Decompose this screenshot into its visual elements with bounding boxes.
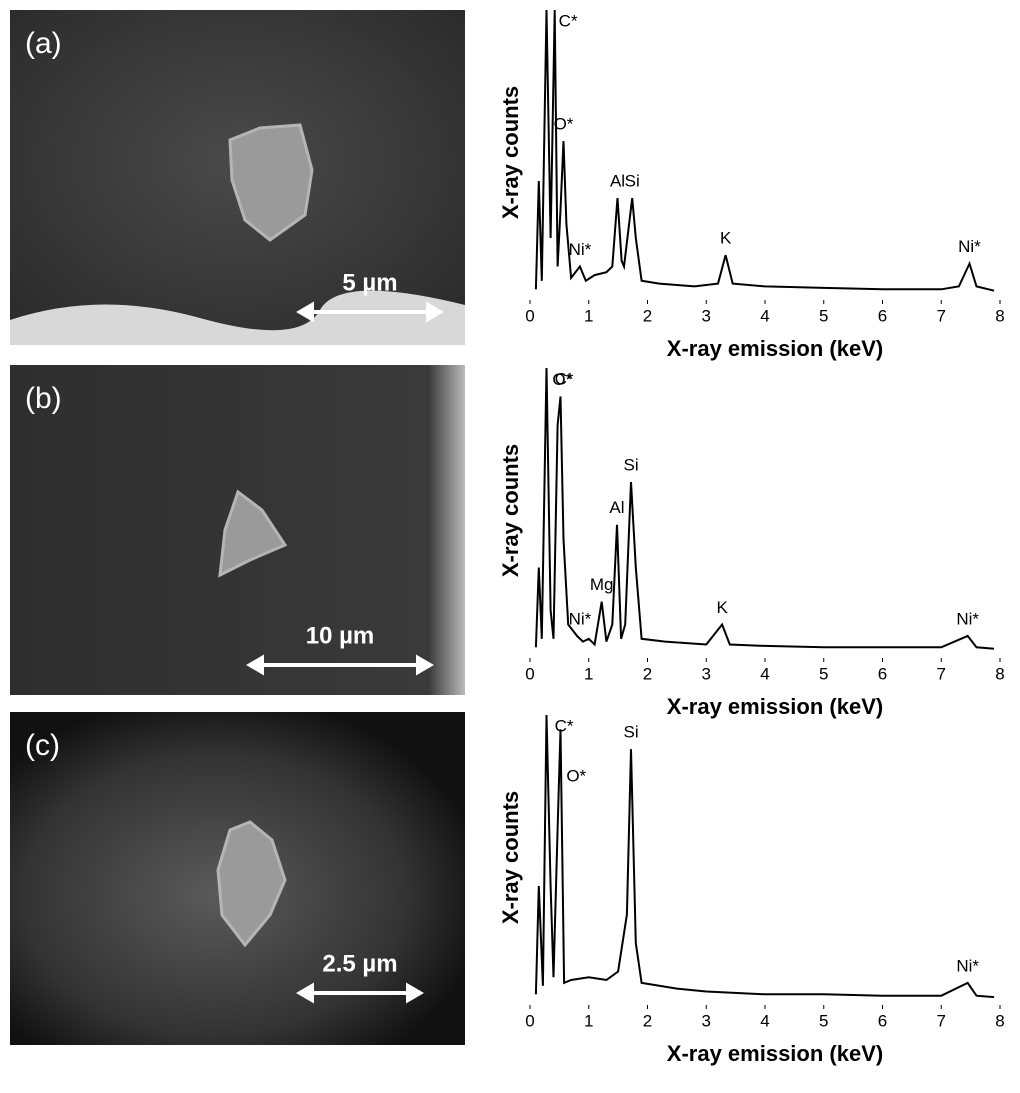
peak-label: Ni*	[569, 609, 592, 628]
peak-label: O*	[554, 115, 574, 134]
scale-bar	[296, 982, 424, 1004]
x-tick-label: 8	[995, 306, 1004, 325]
peak-label: Si	[623, 723, 638, 742]
peak-label: K	[716, 598, 728, 617]
x-tick-label: 5	[819, 664, 828, 683]
x-tick-label: 0	[525, 1011, 534, 1030]
panel-label: (b)	[25, 382, 62, 415]
x-tick-label: 2	[643, 1011, 652, 1030]
peak-label: K	[720, 229, 732, 248]
x-tick-label: 3	[702, 664, 711, 683]
sem-particle	[218, 489, 288, 578]
sem-substrate	[10, 290, 465, 345]
x-tick-label: 2	[643, 664, 652, 683]
x-tick-label: 4	[760, 306, 769, 325]
peak-label: C*	[559, 11, 578, 30]
x-tick-label: 8	[995, 1011, 1004, 1030]
x-tick-label: 1	[584, 306, 593, 325]
panel-label: (a)	[25, 27, 62, 60]
scale-bar-label: 5 µm	[342, 269, 397, 296]
x-tick-label: 6	[878, 306, 887, 325]
x-tick-label: 5	[819, 1011, 828, 1030]
x-tick-label: 0	[525, 306, 534, 325]
peak-label: O*	[552, 370, 572, 389]
x-axis-label: X-ray emission (keV)	[667, 694, 883, 719]
spectrum	[534, 714, 995, 999]
peak-label: C*	[555, 369, 574, 388]
y-axis-label: X-ray counts	[498, 86, 523, 219]
x-tick-label: 4	[760, 664, 769, 683]
x-tick-label: 8	[995, 664, 1004, 683]
peak-label: O*	[566, 766, 586, 785]
peak-label: Al	[609, 498, 624, 517]
peak-label: Al	[610, 172, 625, 191]
x-tick-label: 3	[702, 306, 711, 325]
x-tick-label: 5	[819, 306, 828, 325]
x-tick-label: 7	[937, 1011, 946, 1030]
scale-bar	[246, 654, 434, 676]
x-tick-label: 7	[937, 306, 946, 325]
peak-label: Ni*	[956, 609, 979, 628]
x-tick-label: 2	[643, 306, 652, 325]
scale-bar-label: 2.5 µm	[322, 950, 397, 977]
peak-label: C*	[555, 716, 574, 735]
peak-label: Ni*	[958, 237, 981, 256]
x-tick-label: 4	[760, 1011, 769, 1030]
sem-particle	[228, 123, 314, 242]
x-axis-label: X-ray emission (keV)	[667, 336, 883, 361]
peak-label: Ni*	[569, 240, 592, 259]
sem-particle	[216, 820, 287, 948]
x-tick-label: 3	[702, 1011, 711, 1030]
scale-bar-label: 10 µm	[306, 622, 375, 649]
x-axis-label: X-ray emission (keV)	[667, 1041, 883, 1066]
x-tick-label: 7	[937, 664, 946, 683]
peak-label: Si	[625, 172, 640, 191]
peak-label: Mg	[590, 575, 614, 594]
x-tick-label: 6	[878, 1011, 887, 1030]
scale-bar	[296, 301, 444, 323]
x-tick-label: 0	[525, 664, 534, 683]
x-tick-label: 1	[584, 664, 593, 683]
peak-label: Ni*	[956, 956, 979, 975]
y-axis-label: X-ray counts	[498, 791, 523, 924]
peak-label: Si	[623, 455, 638, 474]
spectrum	[534, 367, 995, 650]
x-tick-label: 1	[584, 1011, 593, 1030]
x-tick-label: 6	[878, 664, 887, 683]
panel-label: (c)	[25, 729, 60, 762]
y-axis-label: X-ray counts	[498, 444, 523, 577]
spectrum	[534, 9, 995, 292]
